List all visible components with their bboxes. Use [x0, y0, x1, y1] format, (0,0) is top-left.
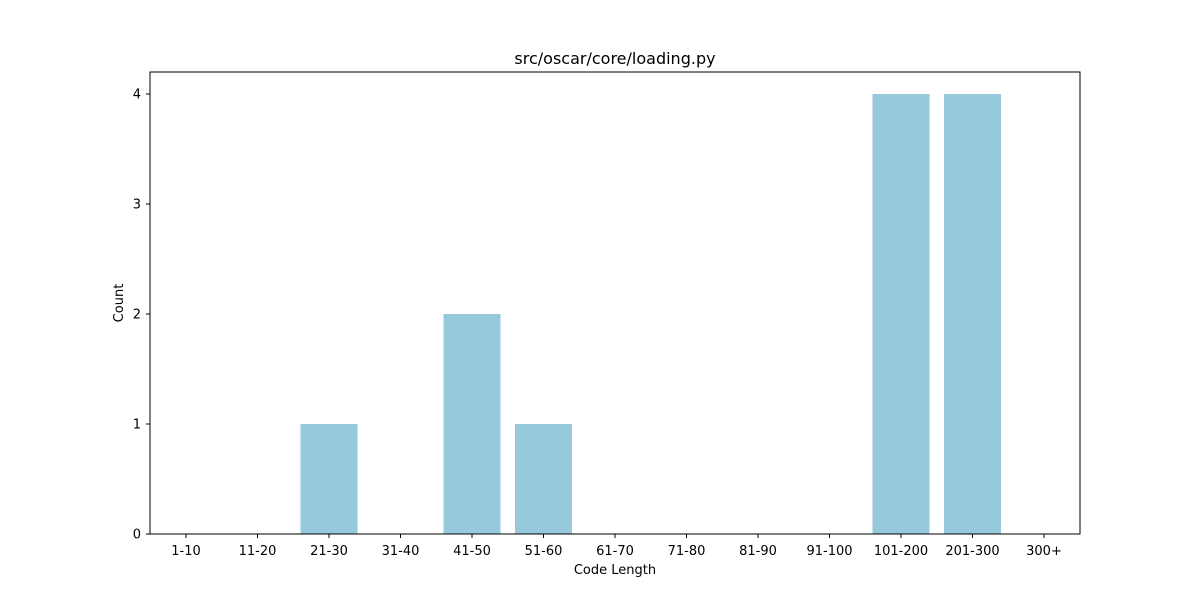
x-tick-label: 31-40	[382, 544, 420, 559]
x-tick-label: 81-90	[739, 544, 777, 559]
bars-layer	[300, 94, 1001, 534]
x-tick-label: 61-70	[596, 544, 634, 559]
plot-frame	[149, 71, 1081, 535]
y-tick-label: 2	[133, 308, 141, 323]
y-axis: 0 1 2 3 4	[133, 88, 150, 543]
x-axis: 1-10 11-20 21-30 31-40 41-50 51-60 61-70 71-80 8…	[171, 534, 1062, 559]
x-tick-label: 51-60	[525, 544, 563, 559]
x-tick-label: 101-200	[874, 544, 928, 559]
x-tick-label: 1-10	[171, 544, 201, 559]
y-tick-label: 3	[133, 198, 141, 213]
bar-201-300	[944, 94, 1001, 534]
bar-51-60	[515, 424, 572, 534]
x-tick-label: 300+	[1026, 544, 1062, 559]
bar-101-200	[872, 94, 930, 534]
x-tick-label: 201-300	[945, 544, 999, 559]
x-tick-label: 71-80	[668, 544, 706, 559]
bar-21-30	[300, 424, 358, 534]
y-tick-label: 4	[133, 88, 141, 103]
bar-41-50	[443, 314, 501, 534]
y-axis-title: Count	[112, 284, 127, 323]
x-tick-label: 41-50	[453, 544, 491, 559]
chart-title: src/oscar/core/loading.py	[514, 49, 715, 68]
y-tick-label: 1	[133, 418, 141, 433]
x-tick-label: 11-20	[239, 544, 277, 559]
x-tick-label: 91-100	[806, 544, 852, 559]
x-axis-title: Code Length	[574, 563, 656, 578]
y-tick-label: 0	[133, 528, 141, 543]
x-tick-label: 21-30	[310, 544, 348, 559]
